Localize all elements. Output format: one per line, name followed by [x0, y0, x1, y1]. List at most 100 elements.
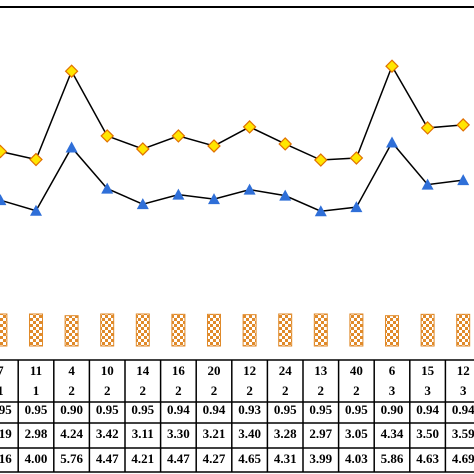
column-label: 14 [136, 363, 150, 378]
column-label: 13 [314, 363, 328, 378]
table-value: 3.30 [167, 426, 190, 441]
diamond-marker [278, 137, 293, 151]
table-value: 4.21 [131, 451, 154, 466]
bar [100, 313, 115, 347]
table-value: 4.03 [345, 451, 368, 466]
table-value: 4.47 [167, 451, 190, 466]
table-value: 4.65 [238, 451, 261, 466]
bar [207, 313, 221, 347]
column-sublabel: 3 [424, 383, 431, 398]
table-value: 2.97 [309, 426, 332, 441]
triangle-marker [208, 193, 220, 205]
column-label: 20 [208, 363, 221, 378]
column-sublabel: 3 [460, 383, 467, 398]
column-sublabel: 2 [68, 383, 75, 398]
table-value: 0.95 [0, 402, 12, 417]
column-sublabel: 2 [318, 383, 325, 398]
table-value: 0.95 [274, 402, 297, 417]
column-label: 7 [0, 363, 4, 378]
table-value: 0.95 [309, 402, 332, 417]
column-label: 11 [30, 363, 42, 378]
bar [29, 313, 43, 347]
bar [135, 313, 150, 347]
column-sublabel: 2 [104, 383, 111, 398]
table-value: 0.94 [416, 402, 439, 417]
table-value: 0.90 [381, 402, 404, 417]
column-sublabel: 1 [0, 383, 4, 398]
column-sublabel: 2 [175, 383, 182, 398]
table-value: 3.05 [345, 426, 368, 441]
bar [64, 315, 79, 347]
column-label: 40 [350, 363, 363, 378]
diamond-marker [385, 59, 399, 74]
table-value: 3.21 [203, 426, 226, 441]
triangle-marker [30, 204, 42, 216]
diamond-marker [313, 153, 328, 167]
bar [313, 313, 328, 347]
bar [349, 313, 364, 347]
diamond-marker [100, 129, 115, 143]
table-value: 2.98 [25, 426, 48, 441]
table-value: 5.76 [60, 451, 83, 466]
column-sublabel: 2 [353, 383, 360, 398]
bar [385, 315, 399, 347]
diamond-marker [171, 129, 186, 143]
triangle-marker [172, 188, 185, 200]
table-value: 0.95 [96, 402, 119, 417]
triangle-marker [314, 205, 327, 217]
diamond-marker [64, 64, 79, 79]
table-value: 3.28 [274, 426, 297, 441]
triangle-marker [350, 201, 363, 213]
column-label: 10 [101, 363, 114, 378]
triangle-marker [101, 182, 114, 194]
table-value: 3.59 [452, 426, 474, 441]
triangle-marker [421, 178, 434, 190]
diamond-marker [135, 142, 150, 156]
table-value: 3.99 [309, 451, 332, 466]
column-sublabel: 2 [246, 383, 253, 398]
diamond-marker [0, 144, 8, 159]
column-sublabel: 3 [389, 383, 396, 398]
table-value: 4.31 [274, 451, 297, 466]
diamond-marker [207, 139, 221, 153]
column-label: 24 [279, 363, 293, 378]
triangle-marker [279, 189, 292, 201]
column-label: 12 [243, 363, 256, 378]
triangle-marker [457, 174, 470, 186]
table-value: 3.19 [0, 426, 12, 441]
table-value: 3.40 [238, 426, 261, 441]
table-value: 5.86 [381, 451, 404, 466]
column-label: 6 [389, 363, 396, 378]
column-sublabel: 2 [140, 383, 147, 398]
diamond-marker [349, 151, 364, 165]
table-value: 3.42 [96, 426, 119, 441]
diamond-marker [420, 121, 435, 135]
triangle-marker [136, 198, 149, 210]
table-value: 0.93 [238, 402, 261, 417]
column-label: 15 [421, 363, 435, 378]
table-value: 4.47 [96, 451, 119, 466]
table-value: 0.94 [167, 402, 190, 417]
column-label: 4 [68, 363, 75, 378]
table-value: 0.94 [452, 402, 474, 417]
column-sublabel: 1 [33, 383, 40, 398]
triangle-marker [65, 141, 78, 153]
bar [171, 313, 186, 347]
column-label: 16 [172, 363, 186, 378]
column-sublabel: 2 [282, 383, 289, 398]
table-value: 0.94 [203, 402, 226, 417]
line [0, 141, 464, 212]
bar [242, 314, 257, 347]
triangle-marker [0, 194, 7, 206]
table-value: 4.69 [452, 451, 474, 466]
table-value: 0.90 [60, 402, 83, 417]
bar [420, 313, 435, 347]
table-value: 4.63 [416, 451, 439, 466]
table-value: 0.95 [131, 402, 154, 417]
table-value: 0.95 [345, 402, 368, 417]
table-value: 4.24 [60, 426, 83, 441]
table-value: 4.34 [381, 426, 404, 441]
diamond-marker [456, 118, 471, 132]
column-label: 12 [457, 363, 470, 378]
